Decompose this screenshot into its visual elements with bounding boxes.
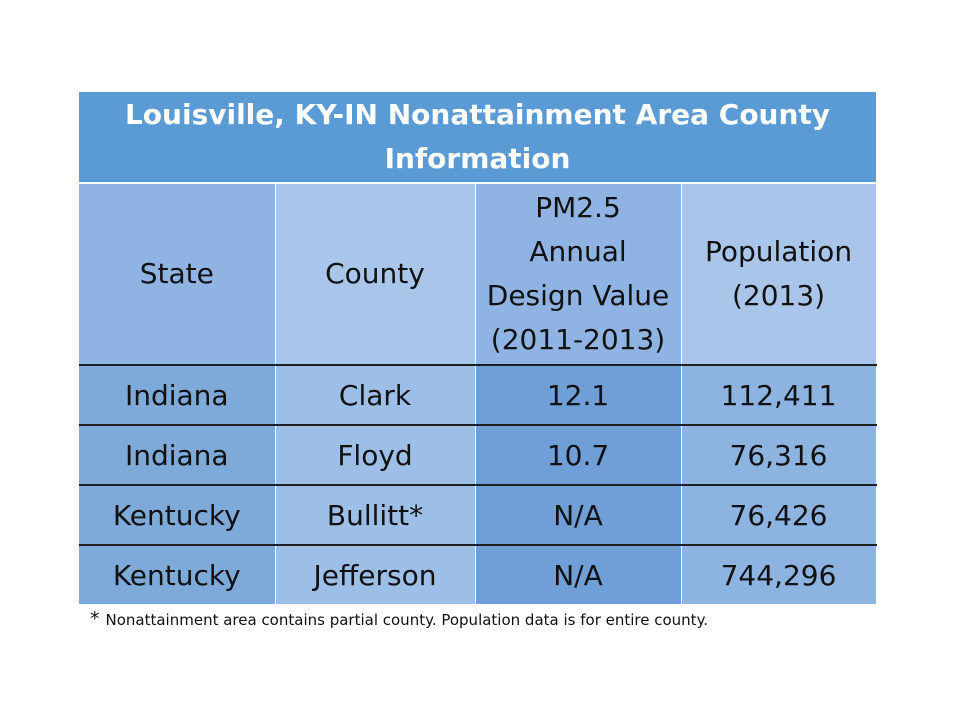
header-pm25-line: Annual (529, 235, 627, 268)
table-header-row: State County PM2.5 Annual Design Value (… (79, 183, 877, 366)
cell-population: 112,411 (681, 365, 877, 426)
cell-state: Indiana (79, 425, 276, 486)
header-pm25-line: PM2.5 (535, 191, 621, 224)
cell-population: 744,296 (681, 545, 877, 604)
cell-pm25: 12.1 (475, 365, 682, 426)
header-county: County (275, 183, 476, 366)
header-population-line: Population (704, 235, 853, 268)
footnote-asterisk: * (90, 608, 100, 630)
header-pm25-line: Design Value (486, 279, 670, 312)
table-title-row: Louisville, KY-IN Nonattainment Area Cou… (79, 92, 877, 184)
cell-pm25: N/A (475, 485, 682, 546)
cell-county: Bullitt* (275, 485, 476, 546)
cell-pm25: N/A (475, 545, 682, 604)
header-population: Population (2013) (681, 183, 877, 366)
cell-county: Floyd (275, 425, 476, 486)
cell-county: Jefferson (275, 545, 476, 604)
cell-state: Kentucky (79, 545, 276, 604)
cell-population: 76,426 (681, 485, 877, 546)
cell-state: Kentucky (79, 485, 276, 546)
cell-county: Clark (275, 365, 476, 426)
county-info-table: Louisville, KY-IN Nonattainment Area Cou… (79, 92, 877, 604)
table-title: Louisville, KY-IN Nonattainment Area Cou… (79, 92, 877, 184)
header-pm25-design-value: PM2.5 Annual Design Value (2011-2013) (475, 183, 682, 366)
county-info-table-container: Louisville, KY-IN Nonattainment Area Cou… (79, 92, 877, 604)
cell-population: 76,316 (681, 425, 877, 486)
table-row: Kentucky Jefferson N/A 744,296 (79, 545, 877, 604)
header-pm25-line: (2011-2013) (490, 323, 666, 356)
header-population-line: (2013) (731, 279, 826, 312)
table-row: Indiana Floyd 10.7 76,316 (79, 425, 877, 486)
table-row: Kentucky Bullitt* N/A 76,426 (79, 485, 877, 546)
table-row: Indiana Clark 12.1 112,411 (79, 365, 877, 426)
footnote-text: Nonattainment area contains partial coun… (105, 611, 709, 629)
cell-pm25: 10.7 (475, 425, 682, 486)
footnote: * Nonattainment area contains partial cou… (90, 608, 708, 630)
cell-state: Indiana (79, 365, 276, 426)
header-state: State (79, 183, 276, 366)
